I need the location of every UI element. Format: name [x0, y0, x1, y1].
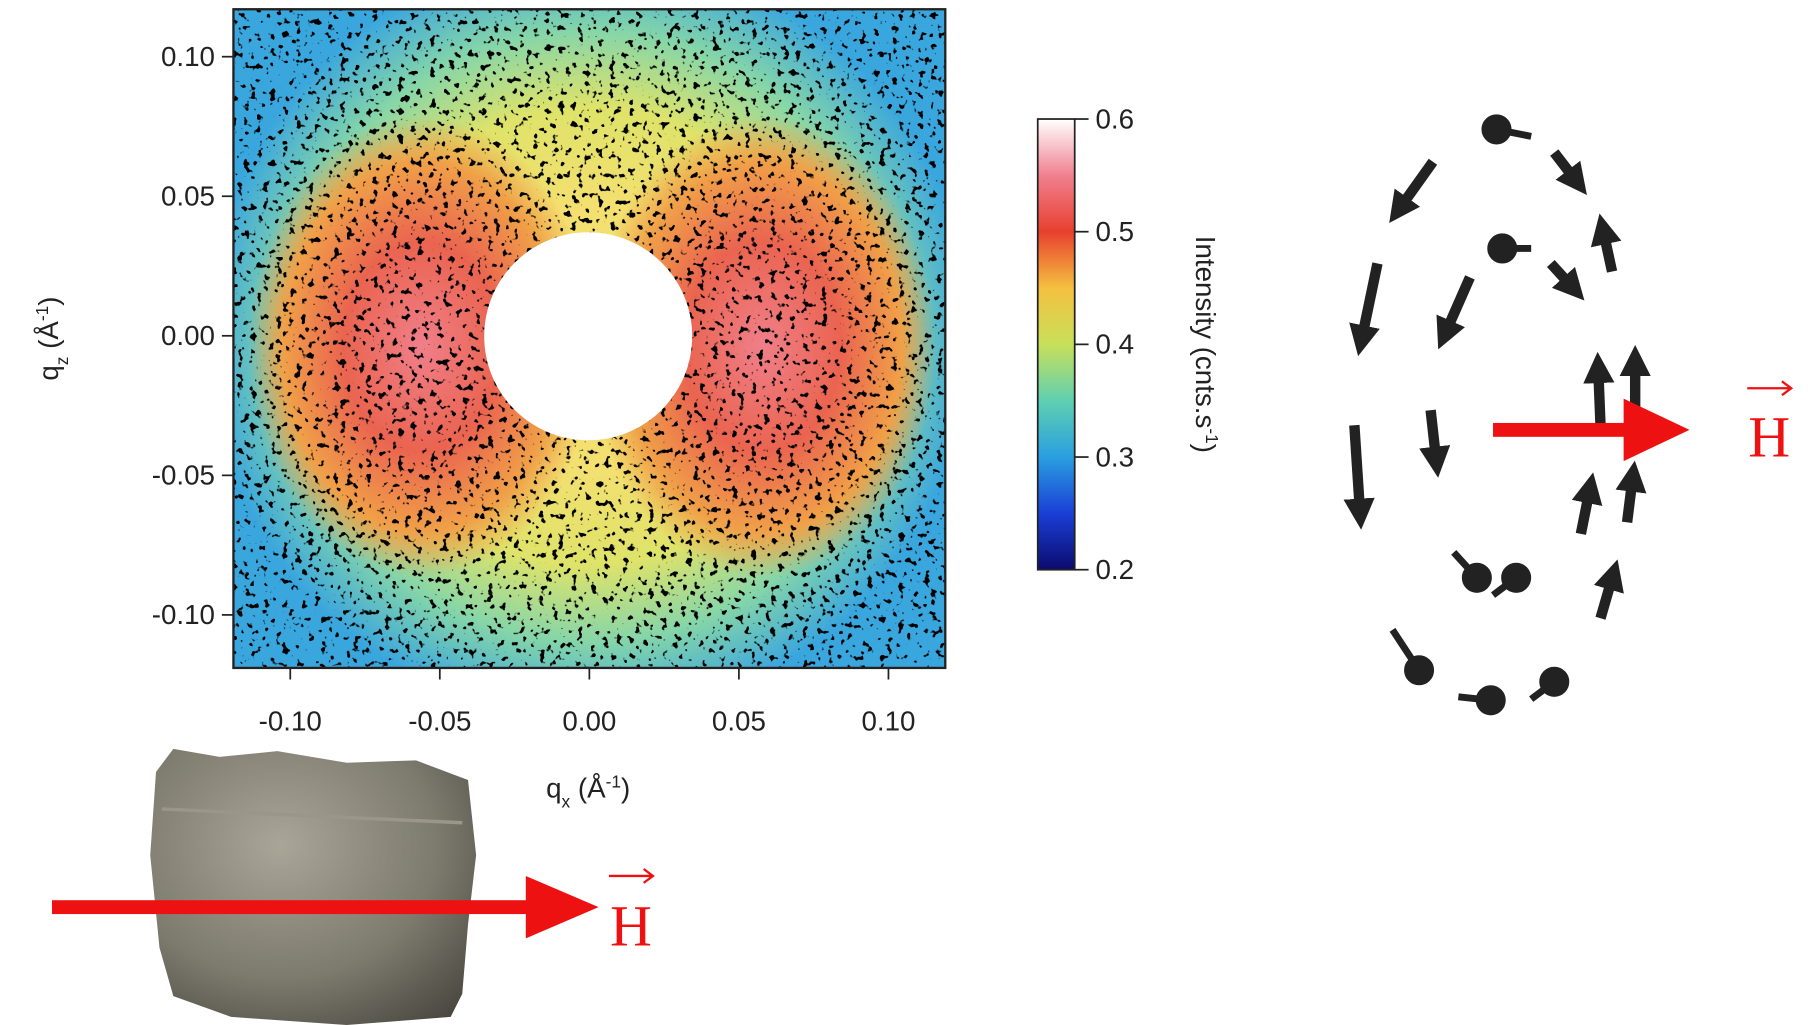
x-axis-label-part: -1	[606, 771, 621, 791]
colorbar-label: Intensity (cnts.s-1)	[1190, 236, 1222, 453]
x-axis-label-part: q	[546, 772, 561, 803]
x-tick-label: 0.00	[562, 705, 616, 736]
y-axis-label-part: -1	[32, 306, 52, 321]
colorbar-tick-label: 0.3	[1096, 441, 1135, 472]
x-tick-label: -0.10	[259, 705, 322, 736]
x-axis-label-part: )	[621, 772, 630, 803]
x-tick-label: -0.05	[408, 705, 471, 736]
spin-diagram	[1343, 114, 1651, 716]
x-tick-label: 0.05	[712, 705, 766, 736]
y-tick-label: 0.00	[161, 320, 215, 351]
field-arrow: H	[52, 868, 655, 958]
y-axis-label-part: q	[33, 365, 64, 380]
colorbar-tick-label: 0.2	[1096, 554, 1135, 585]
field-label: H	[610, 895, 652, 958]
y-tick-label: -0.10	[152, 599, 215, 630]
colorbar-label-part: )	[1190, 444, 1221, 453]
y-tick-label: -0.05	[152, 460, 215, 491]
x-axis-label-part: (Å	[570, 772, 606, 803]
x-tick-label: 0.10	[861, 705, 915, 736]
figure-content: H H -0.10 -0.05 0.00 0.05 0.10 -0.10 -0.05 0.00…	[32, 8, 1794, 1025]
colorbar-tick-label: 0.4	[1096, 329, 1135, 360]
field-arrow: H	[1493, 380, 1794, 469]
colorbar-label-part: Intensity (cnts.s	[1190, 236, 1221, 429]
colorbar-label-part: -1	[1202, 428, 1222, 443]
colorbar-tick-label: 0.6	[1096, 103, 1135, 134]
heatmap	[233, 9, 946, 668]
y-axis-label-part: z	[52, 357, 72, 366]
y-axis-label-part: (Å	[33, 321, 64, 357]
colorbar	[1036, 118, 1076, 571]
y-axis-label-part: )	[33, 297, 64, 306]
colorbar-tick-label: 0.5	[1096, 216, 1135, 247]
sample-photo	[150, 748, 477, 1025]
x-axis-label: qx (Å-1)	[546, 771, 630, 811]
y-tick-label: 0.10	[161, 41, 215, 72]
y-tick-label: 0.05	[161, 180, 215, 211]
field-label: H	[1748, 406, 1790, 469]
y-axis-label: qz (Å-1)	[32, 297, 72, 381]
x-axis-label-part: x	[562, 791, 571, 811]
